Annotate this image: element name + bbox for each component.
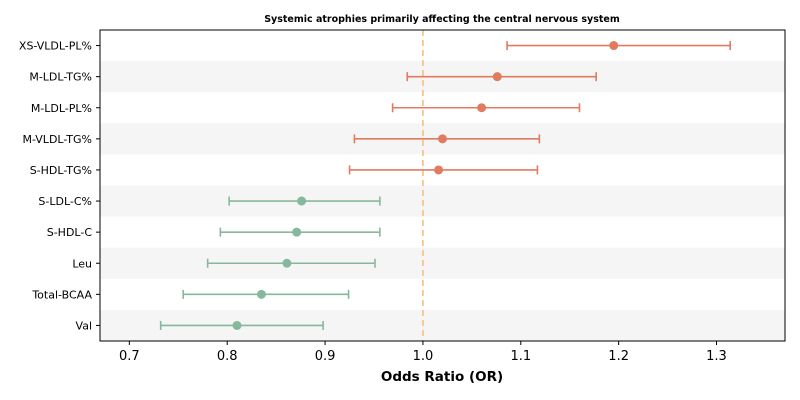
row-bands bbox=[100, 61, 785, 341]
plot-frame bbox=[99, 29, 786, 342]
y-tick-label: Total-BCAA bbox=[31, 288, 92, 301]
x-tick-label: 1.1 bbox=[510, 349, 531, 364]
or-point bbox=[292, 227, 302, 237]
y-tick-label: M-LDL-PL% bbox=[31, 102, 92, 115]
or-point bbox=[256, 289, 266, 299]
or-point bbox=[438, 134, 447, 144]
or-point bbox=[282, 258, 292, 268]
x-tick-label: 0.8 bbox=[217, 349, 238, 364]
or-point bbox=[477, 103, 487, 113]
y-tick-label: Leu bbox=[72, 257, 92, 270]
y-tick-label: XS-VLDL-PL% bbox=[19, 40, 92, 53]
x-tick-label: 1.0 bbox=[413, 349, 434, 364]
or-point bbox=[609, 41, 619, 51]
x-axis: 0.7 0.8 0.9 1.0 1.1 1.2 1.3 bbox=[119, 341, 727, 364]
row-band bbox=[100, 185, 785, 217]
row-band bbox=[100, 247, 785, 279]
y-tick-label: M-LDL-TG% bbox=[29, 71, 92, 84]
x-tick-label: 0.9 bbox=[315, 349, 336, 364]
or-point bbox=[297, 196, 307, 206]
y-tick-label: M-VLDL-TG% bbox=[22, 133, 92, 146]
y-tick-labels: XS-VLDL-PL% M-LDL-TG% M-LDL-PL% M-VLDL-TG% S… bbox=[19, 40, 100, 332]
data-marks bbox=[159, 41, 732, 330]
x-tick-label: 1.2 bbox=[608, 349, 629, 364]
x-tick-label: 0.7 bbox=[119, 349, 140, 364]
x-tick-label: 1.3 bbox=[706, 349, 727, 364]
chart-title: Systemic atrophies primarily affecting t… bbox=[264, 14, 620, 25]
x-axis-label: Odds Ratio (OR) bbox=[381, 369, 503, 385]
y-tick-label: Val bbox=[76, 319, 92, 332]
or-point bbox=[232, 320, 242, 330]
y-tick-label: S-HDL-C bbox=[47, 226, 93, 239]
or-point bbox=[434, 165, 444, 175]
y-tick-label: S-LDL-C% bbox=[38, 195, 92, 208]
or-point bbox=[492, 72, 502, 82]
y-tick-label: S-HDL-TG% bbox=[30, 164, 92, 177]
